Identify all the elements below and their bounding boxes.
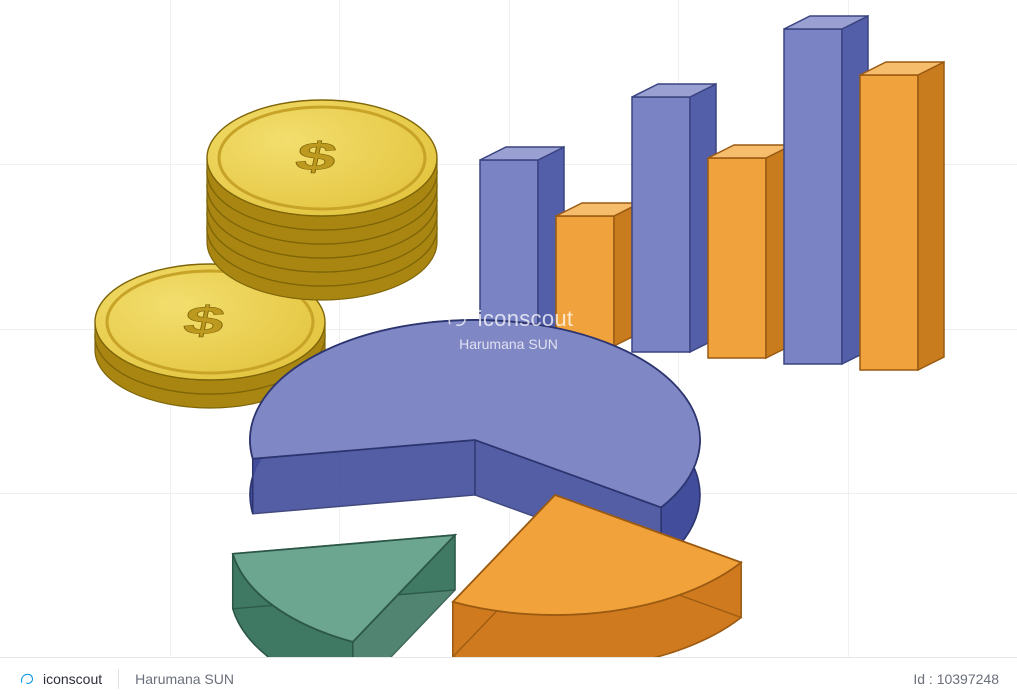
illustration-canvas: $$ iconscout Harumana SUN (0, 0, 1017, 657)
pie-chart-3d (233, 320, 741, 657)
footer-brand[interactable]: iconscout (18, 670, 102, 688)
footer-id-value: 10397248 (937, 671, 999, 687)
finance-infographic-illustration: $$ (0, 0, 1017, 657)
footer-id-label: Id : (913, 671, 932, 687)
footer-id: Id : 10397248 (913, 671, 999, 687)
footer-brand-text: iconscout (43, 671, 102, 687)
iconscout-logo-icon (18, 670, 36, 688)
coin-stack: $ (207, 100, 437, 300)
bar-chart-3d (480, 16, 944, 370)
footer-divider (118, 669, 119, 689)
footer-author[interactable]: Harumana SUN (135, 671, 234, 687)
attribution-footer: iconscout Harumana SUN Id : 10397248 (0, 657, 1017, 700)
